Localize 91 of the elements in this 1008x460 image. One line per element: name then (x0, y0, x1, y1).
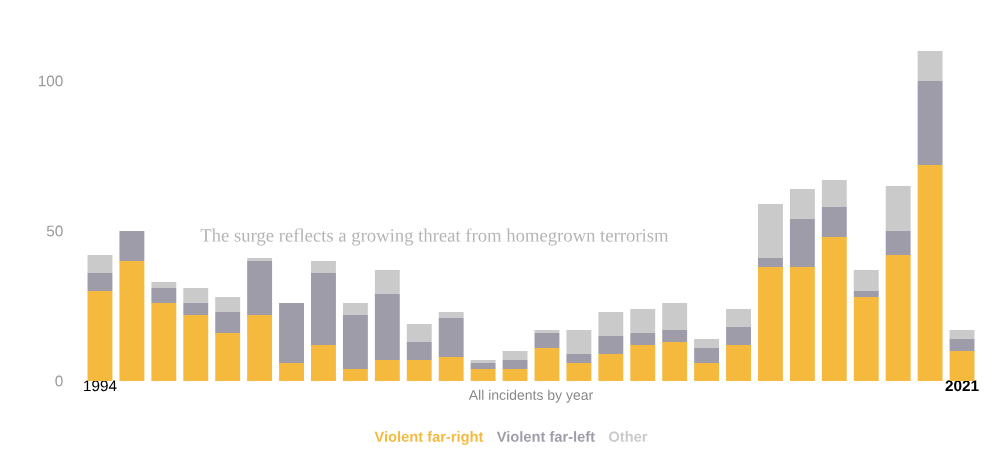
bar (502, 350, 528, 360)
bar (885, 254, 911, 381)
bar (470, 362, 496, 369)
bar (374, 269, 400, 294)
bar (598, 353, 624, 381)
bar (726, 308, 751, 327)
bar (630, 344, 656, 381)
bar (949, 329, 975, 339)
bar (406, 359, 432, 381)
bar (726, 344, 751, 381)
bar (87, 272, 113, 291)
bar (662, 341, 688, 381)
bar (374, 293, 400, 360)
y-tick-label: 0 (55, 375, 63, 387)
bar (311, 260, 336, 273)
x-tick-label: 2021 (945, 380, 979, 392)
bar (119, 230, 145, 261)
bar (406, 341, 432, 360)
bar (598, 311, 624, 336)
bar (630, 332, 656, 345)
bar (311, 272, 336, 345)
bar (789, 188, 815, 219)
bar (183, 314, 209, 381)
bar (662, 302, 688, 330)
bar (853, 269, 879, 291)
bar (470, 359, 496, 363)
bar (183, 287, 209, 303)
bar (949, 350, 975, 381)
bar (885, 185, 911, 231)
bar (853, 290, 879, 297)
bar (789, 218, 815, 267)
bar (662, 329, 688, 342)
bar (885, 230, 911, 255)
y-tick-label: 50 (46, 225, 63, 237)
bar (311, 344, 336, 381)
bar (279, 362, 304, 381)
bar (438, 317, 464, 357)
bar (502, 368, 528, 381)
bar (566, 353, 592, 363)
bar (949, 338, 975, 351)
bar (502, 359, 528, 369)
bar (917, 50, 943, 81)
bar (694, 362, 720, 381)
bar (758, 203, 783, 258)
bar (821, 179, 847, 207)
bar (917, 80, 943, 165)
bar (87, 254, 113, 273)
bar (279, 302, 304, 363)
bar (342, 314, 368, 369)
bar (247, 260, 273, 315)
bar (215, 332, 241, 381)
bar (758, 266, 783, 381)
text: Violent far-right (374, 431, 484, 445)
bar (630, 308, 656, 333)
bar (534, 332, 560, 348)
bar (694, 338, 720, 348)
bar (215, 311, 241, 333)
bar (566, 329, 592, 354)
bar (342, 368, 368, 381)
bar (438, 356, 464, 381)
bar (758, 257, 783, 267)
bar (470, 368, 496, 381)
bar (694, 347, 720, 363)
bar (87, 290, 113, 381)
bar (789, 266, 815, 381)
bar (374, 359, 400, 381)
annotation: The surge reflects a growing threat from homegrown terrorism (200, 228, 669, 246)
bar (821, 236, 847, 381)
bar (917, 164, 943, 381)
bar (151, 302, 177, 381)
bar (598, 335, 624, 354)
bar (726, 326, 751, 345)
bar (342, 302, 368, 315)
bar (151, 281, 177, 288)
x-axis-title: All incidents by year (468, 389, 593, 403)
text: Violent far-left (496, 431, 595, 442)
bar (247, 257, 273, 261)
y-tick-label: 100 (38, 75, 63, 87)
bar (247, 314, 273, 381)
bar (406, 323, 432, 342)
bar (566, 362, 592, 381)
bar (534, 329, 560, 333)
bar (534, 347, 560, 381)
bar (119, 260, 145, 381)
bar (215, 296, 241, 312)
bar (151, 287, 177, 303)
bar (183, 302, 209, 315)
bar (821, 206, 847, 237)
bar (438, 311, 464, 318)
bar (853, 296, 879, 381)
x-tick-label: 1994 (84, 380, 117, 392)
